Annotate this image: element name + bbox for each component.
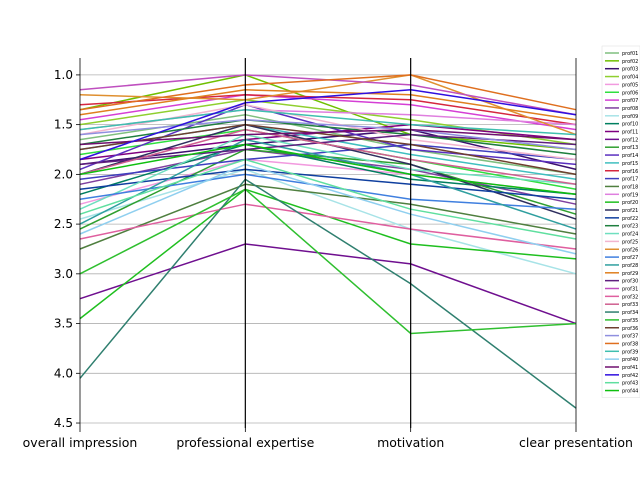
legend-label: prof02 xyxy=(622,59,638,65)
series-line-prof18 xyxy=(79,183,577,250)
series-line-prof29 xyxy=(79,89,577,121)
legend-label: prof40 xyxy=(622,357,638,363)
legend-label: prof03 xyxy=(622,67,638,73)
legend-label: prof43 xyxy=(622,381,638,387)
series-line-prof35 xyxy=(79,188,577,335)
legend-label: prof09 xyxy=(622,114,638,120)
x-axis-labels: overall impression professional expertise… xyxy=(23,428,633,450)
legend-label: prof15 xyxy=(622,161,638,167)
legend-label: prof19 xyxy=(622,192,638,198)
series-lines xyxy=(79,74,577,409)
legend-label: prof34 xyxy=(622,310,638,316)
legend-label: prof32 xyxy=(622,294,638,300)
y-tick-label: 3.5 xyxy=(54,317,73,331)
legend-label: prof31 xyxy=(622,287,638,293)
legend-box xyxy=(601,45,640,398)
y-tick-label: 4.5 xyxy=(54,416,73,430)
legend-label: prof42 xyxy=(622,373,638,379)
series-line-prof02 xyxy=(79,74,577,151)
legend-label: prof08 xyxy=(622,106,638,112)
series-line-prof33 xyxy=(79,128,577,186)
series-line-prof43 xyxy=(79,158,577,240)
legend-label: prof36 xyxy=(622,326,638,332)
series-line-prof40 xyxy=(79,163,577,255)
y-tick-label: 3.0 xyxy=(54,267,73,281)
vertical-axes xyxy=(79,58,577,428)
series-line-prof36 xyxy=(79,123,577,176)
legend-label: prof35 xyxy=(622,318,638,324)
series-line-prof32 xyxy=(79,203,577,250)
legend-label: prof39 xyxy=(622,349,638,355)
series-line-prof34 xyxy=(79,178,577,409)
legend-label: prof27 xyxy=(622,255,638,261)
legend-label: prof23 xyxy=(622,224,638,230)
x-axis-label: overall impression xyxy=(23,435,138,450)
legend-label: prof41 xyxy=(622,365,638,371)
y-ticks: 1.0 1.5 2.0 2.5 3.0 3.5 4.0 4.5 xyxy=(54,68,80,430)
series-line-prof24 xyxy=(79,133,577,210)
series-line-prof42 xyxy=(79,89,577,161)
y-tick-label: 2.5 xyxy=(54,217,73,231)
legend-label: prof13 xyxy=(622,145,638,151)
series-line-prof07 xyxy=(79,94,577,131)
series-line-prof28 xyxy=(79,138,577,230)
legend-label: prof18 xyxy=(622,184,638,190)
legend-label: prof26 xyxy=(622,247,638,253)
y-tick-label: 4.0 xyxy=(54,366,73,380)
series-line-prof44 xyxy=(79,143,577,196)
legend-label: prof10 xyxy=(622,122,638,128)
y-tick-label: 1.5 xyxy=(54,118,73,132)
y-tick-label: 1.0 xyxy=(54,68,73,82)
series-line-prof22 xyxy=(79,168,577,200)
legend-label: prof06 xyxy=(622,90,638,96)
legend-label: prof05 xyxy=(622,82,638,88)
series-line-prof16 xyxy=(79,94,577,126)
legend-label: prof01 xyxy=(622,51,638,57)
legend-label: prof33 xyxy=(622,302,638,308)
legend-label: prof37 xyxy=(622,334,638,340)
legend-label: prof20 xyxy=(622,200,638,206)
series-line-prof41 xyxy=(79,128,577,146)
legend-label: prof25 xyxy=(622,239,638,245)
legend-label: prof22 xyxy=(622,216,638,222)
legend-label: prof14 xyxy=(622,153,638,159)
legend-label: prof29 xyxy=(622,271,638,277)
x-axis-label: professional expertise xyxy=(176,435,314,450)
x-axis-label: motivation xyxy=(377,435,444,450)
legend-label: prof04 xyxy=(622,75,638,81)
legend-label: prof07 xyxy=(622,98,638,104)
y-tick-label: 2.0 xyxy=(54,167,73,181)
gridlines xyxy=(80,74,576,424)
legend-label: prof38 xyxy=(622,341,638,347)
legend-label: prof11 xyxy=(622,130,638,136)
series-line-prof39 xyxy=(79,108,577,136)
legend-label: prof17 xyxy=(622,177,638,183)
series-line-prof12 xyxy=(79,243,577,325)
series-line-prof37 xyxy=(79,118,577,151)
legend-label: prof12 xyxy=(622,137,638,143)
legend-label: prof30 xyxy=(622,279,638,285)
x-axis-label: clear presentation xyxy=(519,435,633,450)
series-line-prof38 xyxy=(79,74,577,111)
legend-label: prof24 xyxy=(622,232,638,238)
series-line-prof23 xyxy=(79,118,577,156)
legend-label: prof28 xyxy=(622,263,638,269)
legend-label: prof16 xyxy=(622,169,638,175)
legend-label: prof44 xyxy=(622,389,638,395)
legend-label: prof21 xyxy=(622,208,638,214)
